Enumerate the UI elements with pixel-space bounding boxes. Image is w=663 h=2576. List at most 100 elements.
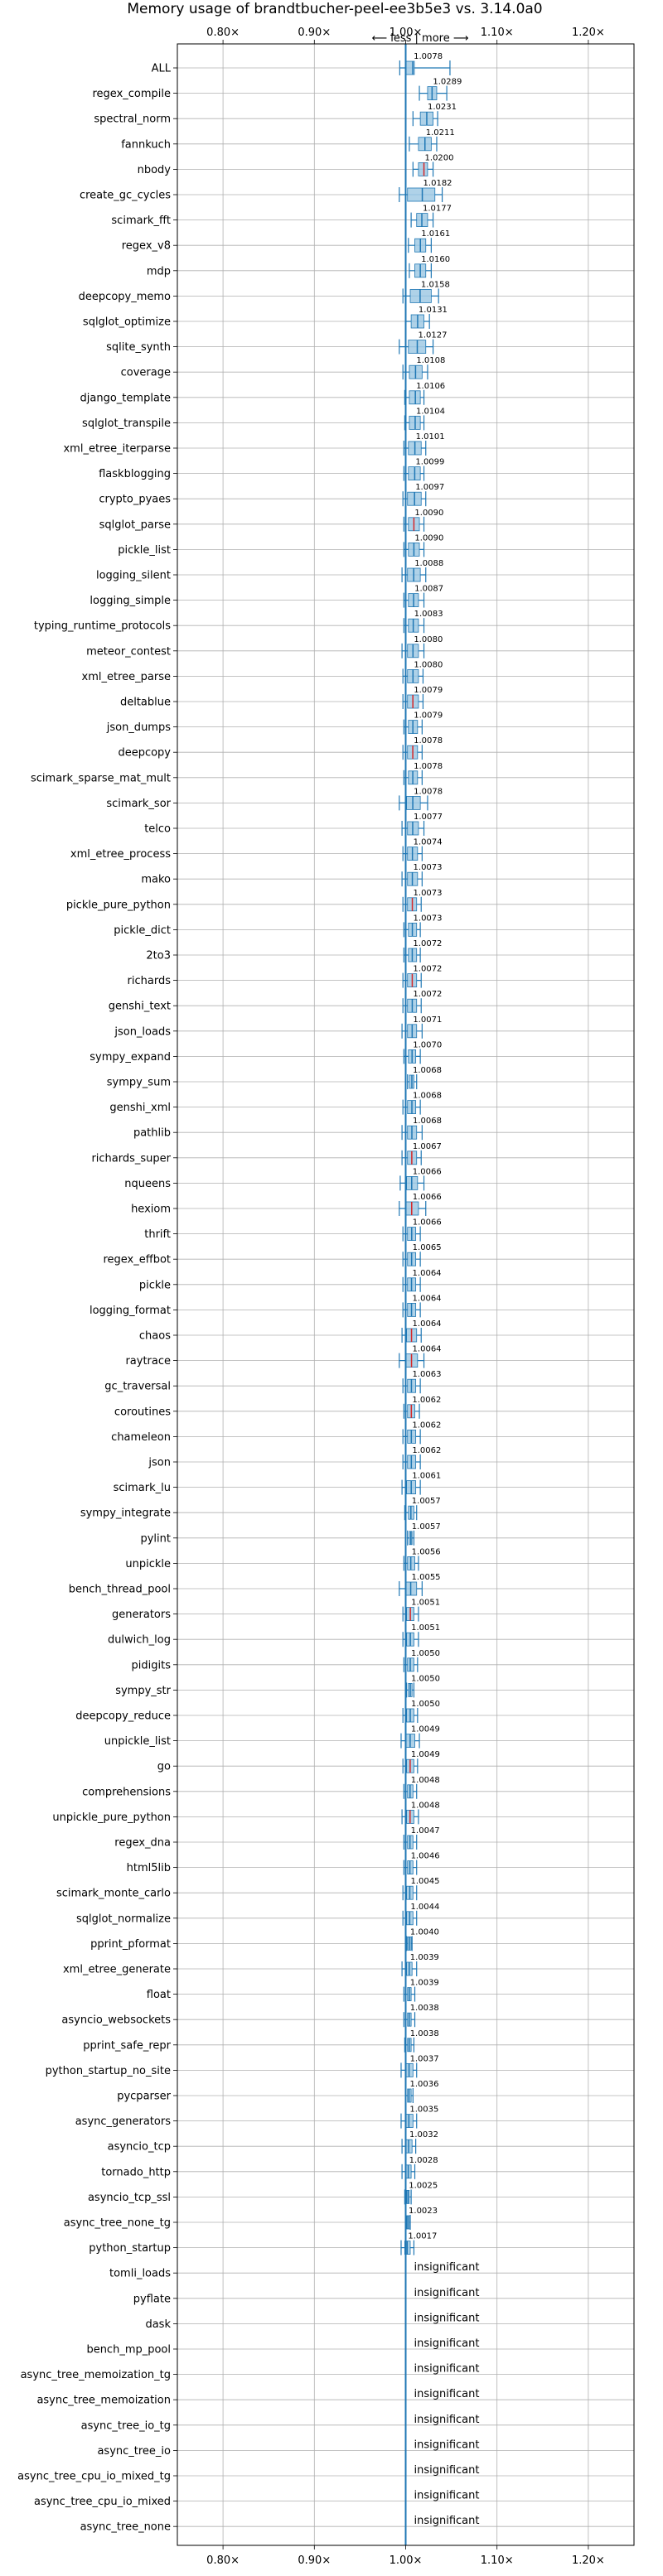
benchmark-label: pickle xyxy=(139,1279,171,1291)
benchmark-label: create_gc_cycles xyxy=(80,190,171,202)
benchmark-box xyxy=(403,516,425,532)
value-label: 1.0108 xyxy=(416,356,445,365)
value-label: 1.0067 xyxy=(413,1142,442,1151)
benchmark-box xyxy=(403,1986,416,2002)
benchmark-box xyxy=(401,1479,421,1495)
benchmark-box xyxy=(410,212,434,228)
benchmark-label: nqueens xyxy=(124,1178,171,1190)
value-label: 1.0049 xyxy=(411,1750,440,1759)
benchmark-label: bench_thread_pool xyxy=(69,1584,171,1596)
benchmark-box xyxy=(403,542,425,557)
benchmark-label: async_generators xyxy=(75,2115,172,2128)
benchmark-label: sqlite_synth xyxy=(106,341,171,354)
value-label: 1.0078 xyxy=(414,762,443,771)
benchmark-box xyxy=(404,2037,415,2053)
direction-label: ⟵ less | more ⟶ xyxy=(371,32,468,45)
benchmark-box xyxy=(399,339,434,355)
benchmark-label: async_tree_io xyxy=(97,2445,171,2458)
benchmark-label: xml_etree_generate xyxy=(63,1964,171,1976)
benchmark-box xyxy=(403,922,421,938)
value-label: 1.0063 xyxy=(412,1370,441,1379)
value-label: 1.0068 xyxy=(413,1066,442,1075)
value-label: 1.0071 xyxy=(413,1015,442,1025)
benchmark-label: scimark_sparse_mat_mult xyxy=(31,772,171,784)
value-label: 1.0051 xyxy=(411,1599,440,1608)
benchmark-label: pprint_safe_repr xyxy=(83,2039,171,2052)
benchmark-box xyxy=(402,491,427,507)
benchmark-box xyxy=(401,821,425,836)
value-label: 1.0047 xyxy=(411,1826,440,1836)
benchmark-label: sympy_integrate xyxy=(80,1507,171,1520)
iqr-box xyxy=(406,796,421,810)
value-label: 1.0025 xyxy=(409,2181,438,2190)
benchmark-box xyxy=(404,415,425,431)
value-label: 1.0051 xyxy=(411,1623,440,1633)
value-label: 1.0045 xyxy=(410,1877,439,1886)
benchmark-box xyxy=(403,2012,416,2028)
value-label: 1.0068 xyxy=(413,1092,442,1101)
value-label: 1.0064 xyxy=(413,1294,442,1303)
benchmark-label: python_startup xyxy=(89,2242,171,2255)
benchmark-label: django_template xyxy=(80,392,171,404)
benchmark-box xyxy=(403,769,423,785)
benchmark-label: typing_runtime_protocols xyxy=(34,620,171,633)
benchmark-label: thrift xyxy=(144,1228,171,1241)
benchmark-label: html5lib xyxy=(127,1862,171,1874)
benchmark-box xyxy=(402,896,422,912)
benchmark-label: pprint_pformat xyxy=(90,1938,171,1951)
benchmark-label: scimark_lu xyxy=(114,1482,171,1494)
value-label: 1.0065 xyxy=(413,1243,442,1252)
benchmark-box xyxy=(406,1936,413,1951)
benchmark-label: async_tree_cpu_io_mixed_tg xyxy=(17,2471,171,2483)
benchmark-label: sqlglot_transpile xyxy=(82,417,171,430)
benchmark-label: async_tree_none xyxy=(80,2521,171,2534)
value-label: 1.0028 xyxy=(409,2156,438,2165)
value-label: 1.0104 xyxy=(416,407,445,416)
benchmark-box xyxy=(412,162,434,177)
value-label: 1.0072 xyxy=(413,965,442,974)
benchmark-label: python_startup_no_site xyxy=(46,2065,171,2077)
benchmark-label: pyflate xyxy=(133,2293,171,2305)
value-label: 1.0158 xyxy=(421,280,450,289)
benchmark-box xyxy=(403,1657,419,1672)
benchmark-box xyxy=(399,60,451,75)
benchmark-box xyxy=(404,1505,418,1521)
benchmark-label: regex_compile xyxy=(92,88,171,100)
x-tick-label-top: 1.00× xyxy=(390,27,423,39)
benchmark-box xyxy=(401,1809,419,1825)
benchmark-box xyxy=(403,1783,418,1799)
value-label: 1.0039 xyxy=(410,1953,439,1962)
value-label: 1.0099 xyxy=(415,458,444,467)
benchmark-label: async_tree_cpu_io_mixed xyxy=(34,2496,171,2508)
benchmark-label: regex_dna xyxy=(114,1837,171,1850)
benchmark-label: coroutines xyxy=(114,1406,171,1418)
insignificant-label: insignificant xyxy=(414,2414,480,2426)
value-label: 1.0017 xyxy=(408,2232,437,2241)
value-label: 1.0048 xyxy=(411,1776,440,1785)
x-tick-label-top: 1.20× xyxy=(572,27,605,39)
chart-title: Memory usage of brandtbucher-peel-ee3b5e… xyxy=(127,1,542,17)
plot-frame xyxy=(177,43,635,2546)
value-label: 1.0073 xyxy=(414,889,443,898)
benchmark-box xyxy=(402,364,428,380)
x-tick-label-bottom: 0.90× xyxy=(298,2554,331,2567)
value-label: 1.0056 xyxy=(412,1547,441,1556)
x-tick-label-bottom: 0.80× xyxy=(206,2554,240,2567)
benchmark-box xyxy=(402,972,422,988)
value-label: 1.0050 xyxy=(411,1649,440,1658)
benchmark-label: sympy_sum xyxy=(107,1077,171,1089)
benchmark-label: xml_etree_iterparse xyxy=(63,443,171,456)
benchmark-label: chaos xyxy=(139,1330,171,1343)
benchmark-label: scimark_sor xyxy=(106,798,171,810)
value-label: 1.0057 xyxy=(412,1522,441,1532)
insignificant-label: insignificant xyxy=(414,2490,480,2502)
benchmark-label: raytrace xyxy=(125,1355,171,1368)
value-label: 1.0061 xyxy=(412,1472,441,1481)
insignificant-label: insignificant xyxy=(414,2388,480,2400)
benchmark-label: xml_etree_parse xyxy=(82,671,171,683)
benchmark-label: unpickle_list xyxy=(104,1735,171,1748)
value-label: 1.0072 xyxy=(413,990,442,999)
benchmark-box xyxy=(402,668,424,684)
benchmark-label: dulwich_log xyxy=(108,1634,171,1647)
value-label: 1.0088 xyxy=(414,559,443,568)
